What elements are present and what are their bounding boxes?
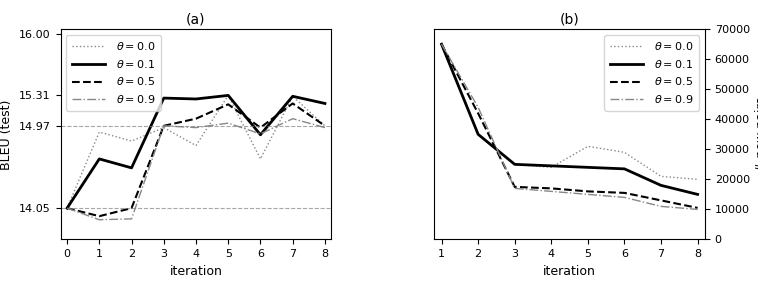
$\theta=0.5$ <box>693 206 702 210</box>
$\theta=0.9$ <box>159 124 168 128</box>
$\theta=0.1$ <box>584 166 593 169</box>
$\theta=0.0$ <box>437 42 446 46</box>
$\theta=0.1$ <box>256 133 265 137</box>
$\theta=0.0$ <box>159 126 168 129</box>
Y-axis label: # new pairs: # new pairs <box>755 97 758 172</box>
$\theta=0.1$ <box>127 166 136 170</box>
$\theta=0.1$ <box>693 193 702 196</box>
$\theta=0.5$ <box>159 124 168 128</box>
$\theta=0.9$ <box>321 126 330 129</box>
$\theta=0.5$ <box>321 124 330 128</box>
Line: $\theta=0.9$: $\theta=0.9$ <box>442 44 697 209</box>
$\theta=0.1$ <box>159 96 168 100</box>
$\theta=0.9$ <box>584 193 593 196</box>
$\theta=0.0$ <box>656 175 666 178</box>
Title: (a): (a) <box>186 13 205 27</box>
$\theta=0.5$ <box>256 126 265 129</box>
$\theta=0.1$ <box>437 42 446 46</box>
$\theta=0.1$ <box>321 102 330 105</box>
X-axis label: iteration: iteration <box>543 265 596 278</box>
$\theta=0.9$ <box>288 117 297 120</box>
$\theta=0.5$ <box>63 206 72 210</box>
$\theta=0.9$ <box>474 105 483 109</box>
$\theta=0.9$ <box>224 121 233 125</box>
Line: $\theta=0.5$: $\theta=0.5$ <box>67 103 325 216</box>
$\theta=0.0$ <box>63 206 72 210</box>
$\theta=0.0$ <box>474 133 483 136</box>
$\theta=0.0$ <box>547 166 556 169</box>
$\theta=0.9$ <box>620 196 629 199</box>
$\theta=0.0$ <box>224 94 233 97</box>
$\theta=0.9$ <box>693 208 702 211</box>
$\theta=0.5$ <box>584 190 593 193</box>
$\theta=0.0$ <box>620 151 629 154</box>
$\theta=0.9$ <box>127 217 136 221</box>
$\theta=0.5$ <box>192 117 201 120</box>
$\theta=0.9$ <box>192 126 201 129</box>
$\theta=0.1$ <box>656 184 666 187</box>
$\theta=0.1$ <box>474 133 483 136</box>
$\theta=0.0$ <box>256 157 265 161</box>
$\theta=0.0$ <box>510 163 519 166</box>
$\theta=0.0$ <box>192 144 201 147</box>
$\theta=0.0$ <box>95 130 104 134</box>
$\theta=0.9$ <box>547 190 556 193</box>
$\theta=0.5$ <box>474 112 483 115</box>
$\theta=0.9$ <box>437 42 446 46</box>
Line: $\theta=0.1$: $\theta=0.1$ <box>442 44 697 194</box>
X-axis label: iteration: iteration <box>170 265 222 278</box>
$\theta=0.5$ <box>224 102 233 106</box>
Line: $\theta=0.9$: $\theta=0.9$ <box>67 119 325 220</box>
$\theta=0.1$ <box>95 157 104 161</box>
$\theta=0.1$ <box>63 206 72 210</box>
$\theta=0.1$ <box>192 97 201 101</box>
Line: $\theta=0.5$: $\theta=0.5$ <box>442 44 697 208</box>
Line: $\theta=0.0$: $\theta=0.0$ <box>442 44 697 179</box>
Y-axis label: BLEU (test): BLEU (test) <box>0 99 14 170</box>
Title: (b): (b) <box>559 13 579 27</box>
$\theta=0.5$ <box>288 102 297 105</box>
$\theta=0.0$ <box>321 124 330 128</box>
$\theta=0.1$ <box>547 164 556 168</box>
Legend: $\theta=0.0$, $\theta=0.1$, $\theta=0.5$, $\theta=0.9$: $\theta=0.0$, $\theta=0.1$, $\theta=0.5$… <box>604 35 700 111</box>
$\theta=0.1$ <box>224 94 233 97</box>
$\theta=0.9$ <box>95 218 104 222</box>
$\theta=0.9$ <box>256 132 265 135</box>
$\theta=0.5$ <box>95 214 104 218</box>
$\theta=0.0$ <box>127 139 136 143</box>
$\theta=0.0$ <box>693 178 702 181</box>
$\theta=0.5$ <box>656 199 666 202</box>
$\theta=0.9$ <box>63 206 72 210</box>
Legend: $\theta=0.0$, $\theta=0.1$, $\theta=0.5$, $\theta=0.9$: $\theta=0.0$, $\theta=0.1$, $\theta=0.5$… <box>66 35 161 111</box>
Line: $\theta=0.0$: $\theta=0.0$ <box>67 95 325 208</box>
$\theta=0.0$ <box>288 95 297 98</box>
$\theta=0.5$ <box>547 187 556 190</box>
$\theta=0.9$ <box>510 187 519 190</box>
Line: $\theta=0.1$: $\theta=0.1$ <box>67 95 325 208</box>
$\theta=0.5$ <box>620 191 629 195</box>
$\theta=0.5$ <box>437 42 446 46</box>
$\theta=0.5$ <box>510 185 519 189</box>
$\theta=0.9$ <box>656 205 666 208</box>
$\theta=0.0$ <box>584 145 593 148</box>
$\theta=0.1$ <box>620 167 629 171</box>
$\theta=0.1$ <box>288 95 297 98</box>
$\theta=0.1$ <box>510 163 519 166</box>
$\theta=0.5$ <box>127 206 136 210</box>
